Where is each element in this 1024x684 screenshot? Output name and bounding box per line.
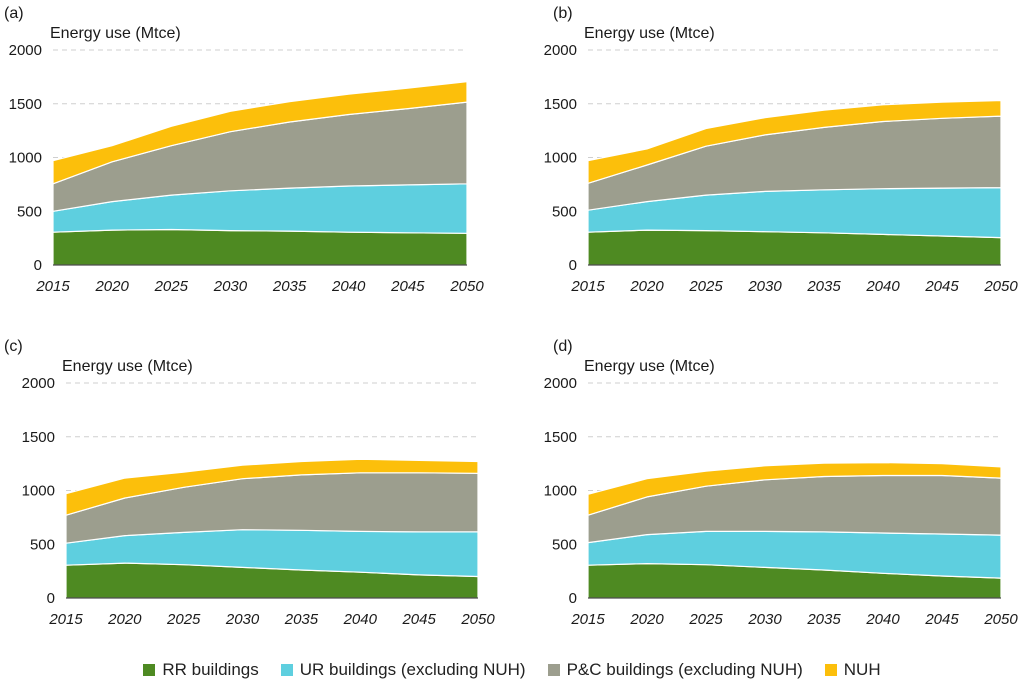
y-tick-label: 0 [569,590,577,607]
y-axis-title: Energy use (Mtce) [584,25,715,42]
chart-panel-4: 0 500 1000 1500 2000 2015 2020 2025 2030 2035 2040… [544,338,1019,628]
x-tick-label: 2015 [48,611,83,628]
area-series-1 [52,228,468,266]
y-tick-label: 500 [552,536,577,553]
area-series-4 [587,99,1002,184]
legend-label-ur: UR buildings (excluding NUH) [299,660,526,679]
panel-label: (a) [4,5,24,22]
legend-swatch-rr [143,664,156,676]
x-tick-label: 2045 [390,278,425,295]
y-tick-label: 0 [47,590,55,607]
y-tick-label: 1500 [9,96,42,113]
x-tick-label: 2035 [272,278,307,295]
y-tick-label: 1000 [544,483,577,500]
x-tick-label: 2025 [688,611,723,628]
chart-panel-3: 0 500 1000 1500 2000 2015 2020 2025 2030 2035 2040… [4,338,495,628]
chart-panel-1: 0 500 1000 1500 2000 2015 2020 2025 2030 2035 2040… [4,5,484,295]
x-tick-label: 2040 [331,278,366,295]
x-tick-label: 2040 [865,611,900,628]
x-tick-label: 2050 [983,278,1018,295]
legend-label-nuh: NUH [843,660,881,679]
y-axis-title: Energy use (Mtce) [584,358,715,375]
legend-item-pc: P&C buildings (excluding NUH) [547,660,803,680]
area-series-4 [65,458,479,516]
panel-label: (b) [553,5,573,22]
x-tick-label: 2045 [924,278,959,295]
chart-legend: RR buildings UR buildings (excluding NUH… [0,656,1024,684]
y-tick-label: 0 [569,257,577,274]
x-tick-label: 2035 [806,278,841,295]
x-tick-label: 2035 [284,611,319,628]
panel-label: (c) [4,338,23,355]
y-tick-label: 500 [17,203,42,220]
legend-swatch-pc [547,664,560,676]
x-tick-label: 2045 [924,611,959,628]
chart-figure: 0 500 1000 1500 2000 2015 2020 2025 2030 2035 2040… [4,5,1019,628]
area-series-4 [587,462,1002,516]
x-tick-label: 2050 [983,611,1018,628]
legend-label-rr: RR buildings [162,660,259,679]
x-tick-label: 2020 [629,278,664,295]
y-tick-label: 500 [30,536,55,553]
x-tick-label: 2040 [343,611,378,628]
legend-item-rr: RR buildings [143,660,259,680]
legend-swatch-nuh [824,664,837,676]
y-tick-label: 1000 [9,150,42,167]
area-series-4 [52,81,468,185]
x-tick-label: 2025 [166,611,201,628]
y-tick-label: 0 [34,257,42,274]
panel-label: (d) [553,338,573,355]
x-tick-label: 2020 [94,278,129,295]
y-tick-label: 2000 [9,42,42,59]
x-tick-label: 2025 [688,278,723,295]
y-tick-label: 2000 [22,375,55,392]
x-tick-label: 2030 [213,278,248,295]
x-tick-label: 2050 [449,278,484,295]
x-tick-label: 2015 [570,611,605,628]
chart-panel-2: 0 500 1000 1500 2000 2015 2020 2025 2030 2035 2040… [544,5,1019,295]
y-axis-title: Energy use (Mtce) [50,25,181,42]
x-tick-label: 2020 [629,611,664,628]
x-tick-label: 2030 [747,278,782,295]
x-tick-label: 2025 [154,278,189,295]
x-tick-label: 2015 [35,278,70,295]
x-tick-label: 2040 [865,278,900,295]
legend-swatch-ur [280,664,293,676]
y-tick-label: 1500 [22,429,55,446]
legend-item-nuh: NUH [824,660,881,680]
y-tick-label: 1500 [544,429,577,446]
y-tick-label: 1500 [544,96,577,113]
legend-item-ur: UR buildings (excluding NUH) [280,660,526,680]
y-tick-label: 2000 [544,42,577,59]
y-tick-label: 500 [552,203,577,220]
x-tick-label: 2015 [570,278,605,295]
legend-label-pc: P&C buildings (excluding NUH) [566,660,803,679]
y-axis-title: Energy use (Mtce) [62,358,193,375]
x-tick-label: 2050 [460,611,495,628]
y-tick-label: 2000 [544,375,577,392]
x-tick-label: 2045 [401,611,436,628]
y-tick-label: 1000 [544,150,577,167]
x-tick-label: 2030 [225,611,260,628]
x-tick-label: 2030 [747,611,782,628]
x-tick-label: 2035 [806,611,841,628]
x-tick-label: 2020 [107,611,142,628]
y-tick-label: 1000 [22,483,55,500]
